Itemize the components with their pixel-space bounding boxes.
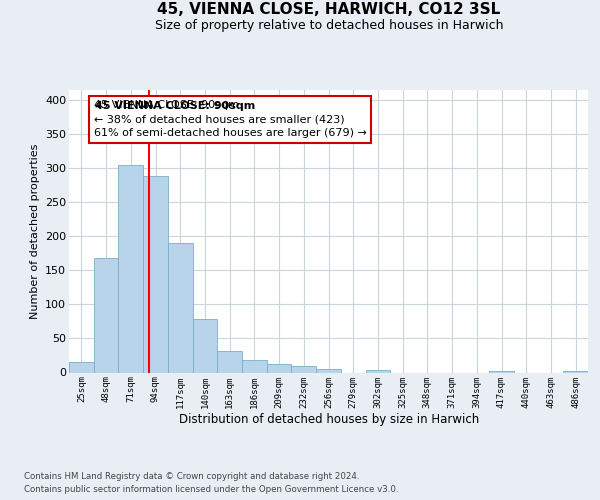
Bar — [292, 366, 316, 372]
Bar — [94, 258, 118, 372]
Text: 45, VIENNA CLOSE, HARWICH, CO12 3SL: 45, VIENNA CLOSE, HARWICH, CO12 3SL — [157, 2, 500, 18]
Bar — [118, 165, 143, 372]
Text: Distribution of detached houses by size in Harwich: Distribution of detached houses by size … — [179, 412, 479, 426]
Y-axis label: Number of detached properties: Number of detached properties — [29, 144, 40, 319]
Bar — [242, 360, 267, 372]
Bar — [563, 371, 588, 372]
Bar — [143, 176, 168, 372]
Bar — [217, 350, 242, 372]
Bar — [489, 371, 514, 372]
Bar — [316, 369, 341, 372]
Text: Contains public sector information licensed under the Open Government Licence v3: Contains public sector information licen… — [24, 485, 398, 494]
Text: 45 VIENNA CLOSE: 90sqm: 45 VIENNA CLOSE: 90sqm — [95, 100, 255, 110]
Text: Contains HM Land Registry data © Crown copyright and database right 2024.: Contains HM Land Registry data © Crown c… — [24, 472, 359, 481]
Bar — [267, 364, 292, 372]
Bar — [365, 370, 390, 372]
Bar — [69, 362, 94, 372]
Bar — [168, 243, 193, 372]
Bar — [193, 320, 217, 372]
Text: 45 VIENNA CLOSE: 90sqm
← 38% of detached houses are smaller (423)
61% of semi-de: 45 VIENNA CLOSE: 90sqm ← 38% of detached… — [94, 100, 367, 138]
Text: Size of property relative to detached houses in Harwich: Size of property relative to detached ho… — [155, 18, 503, 32]
